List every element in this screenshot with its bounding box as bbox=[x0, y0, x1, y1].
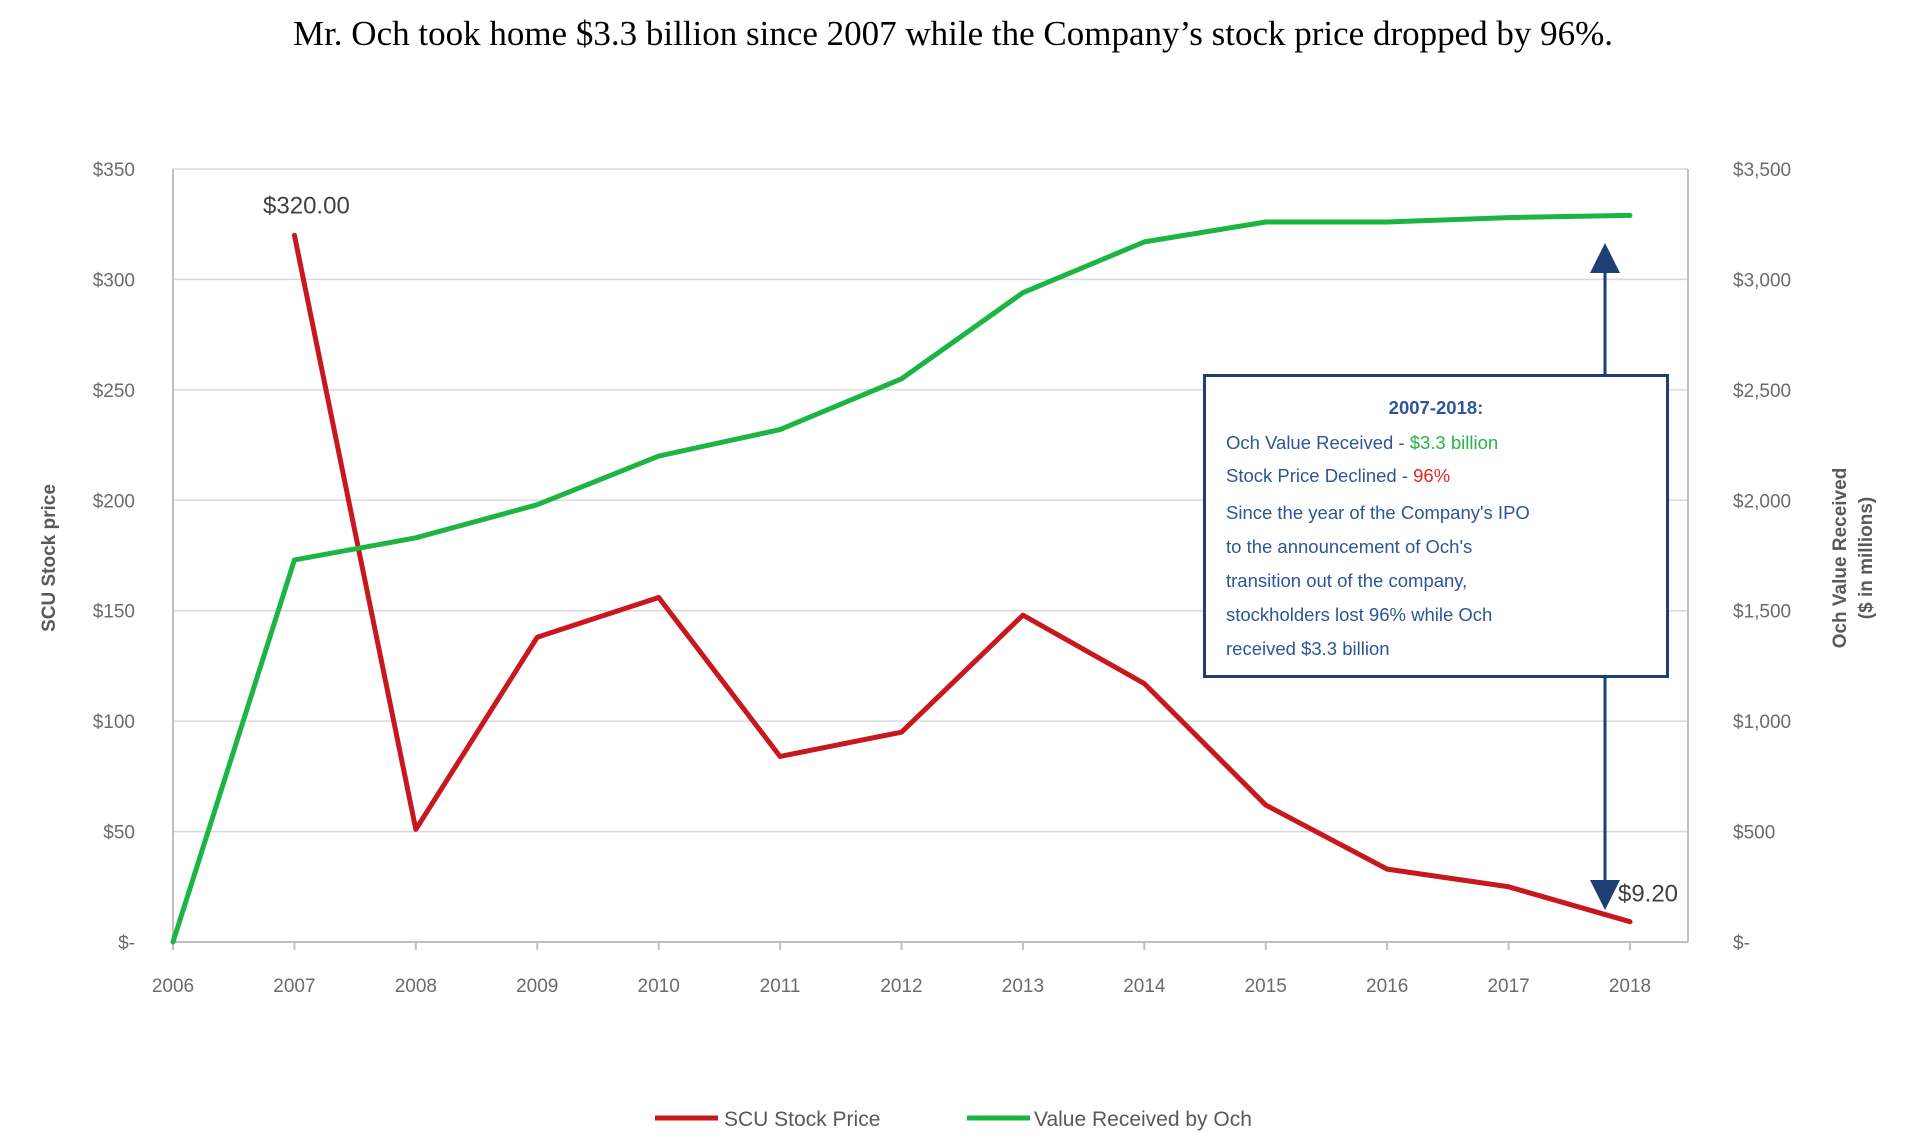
left-y-tick-label: $200 bbox=[93, 491, 135, 512]
right-y-tick-label: $2,000 bbox=[1733, 491, 1791, 512]
x-tick-label: 2011 bbox=[760, 976, 801, 997]
series-line-value-received bbox=[170, 212, 1633, 945]
right-y-tick-label: $1,000 bbox=[1733, 712, 1791, 733]
x-tick-label: 2007 bbox=[273, 976, 315, 997]
right-y-tick-label: $3,000 bbox=[1733, 270, 1791, 291]
legend-label-scu-stock-price: SCU Stock Price bbox=[724, 1108, 880, 1131]
right-y-tick-label: $3,500 bbox=[1733, 160, 1791, 181]
x-tick-label: 2009 bbox=[516, 976, 558, 997]
x-tick-label: 2017 bbox=[1487, 976, 1529, 997]
left-y-tick-label: $50 bbox=[103, 823, 135, 844]
left-axis-title: SCU Stock price bbox=[39, 484, 60, 632]
callout-body-line: stockholders lost 96% while Och bbox=[1226, 604, 1493, 625]
left-y-tick-label: $250 bbox=[93, 381, 135, 402]
x-tick-label: 2015 bbox=[1245, 976, 1287, 997]
right-axis-title-line1: Och Value Received bbox=[1830, 468, 1851, 649]
left-y-tick-labels: $- $50 $100 $150 $200 $250 $300 $350 bbox=[93, 160, 135, 954]
callout-body-line: transition out of the company, bbox=[1226, 570, 1468, 591]
right-y-tick-label: $500 bbox=[1733, 823, 1775, 844]
series-line-scu-stock-price bbox=[291, 232, 1633, 925]
page-headline: Mr. Och took home $3.3 billion since 200… bbox=[292, 14, 1614, 53]
left-y-tick-label: $350 bbox=[93, 160, 135, 181]
callout-line1-prefix: Och Value Received - bbox=[1226, 432, 1410, 453]
legend-label-value-received: Value Received by Och bbox=[1034, 1108, 1252, 1131]
x-tick-label: 2018 bbox=[1609, 976, 1651, 997]
left-y-tick-label: $- bbox=[118, 933, 135, 954]
data-labels: $320.00 $9.20 bbox=[263, 192, 1678, 907]
callout-line1-value: $3.3 billion bbox=[1409, 432, 1499, 453]
right-axis-title-line2: ($ in millions) bbox=[1856, 497, 1877, 619]
left-y-tick-label: $150 bbox=[93, 602, 135, 623]
left-y-tick-label: $100 bbox=[93, 712, 135, 733]
x-tick-label: 2016 bbox=[1366, 976, 1408, 997]
right-y-tick-label: $2,500 bbox=[1733, 381, 1791, 402]
summary-callout: 2007-2018: Och Value Received - $3.3 bil… bbox=[1203, 374, 1669, 678]
x-tick-label: 2013 bbox=[1002, 976, 1044, 997]
callout-title: 2007-2018: bbox=[1388, 397, 1484, 418]
left-y-tick-label: $300 bbox=[93, 270, 135, 291]
callout-body-line: Since the year of the Company's IPO bbox=[1226, 502, 1530, 523]
x-tick-label: 2012 bbox=[880, 976, 922, 997]
axes bbox=[172, 169, 1689, 950]
gridlines bbox=[173, 168, 1688, 833]
series-lines bbox=[170, 212, 1633, 945]
x-tick-label: 2006 bbox=[152, 976, 194, 997]
callout-body: Since the year of the Company's IPO to t… bbox=[1226, 496, 1646, 666]
callout-body-line: received $3.3 billion bbox=[1226, 638, 1390, 659]
data-label: $320.00 bbox=[263, 192, 350, 219]
callout-line2-prefix: Stock Price Declined - bbox=[1226, 465, 1414, 486]
right-y-tick-label: $1,500 bbox=[1733, 602, 1791, 623]
x-tick-label: 2010 bbox=[638, 976, 680, 997]
right-y-tick-label: $- bbox=[1733, 933, 1750, 954]
x-tick-labels: 2006 2007 2008 2009 2010 2011 2012 2013 2014 2015… bbox=[152, 976, 1651, 997]
callout-line2-value: 96% bbox=[1413, 465, 1451, 486]
legend: SCU Stock Price Value Received by Och bbox=[655, 1108, 1252, 1131]
x-tick-label: 2014 bbox=[1123, 976, 1166, 997]
right-y-tick-labels: $- $500 $1,000 $1,500 $2,000 $2,500 $3,000 $3,5… bbox=[1733, 160, 1791, 954]
callout-line-value-received: Och Value Received - $3.3 billion bbox=[1226, 426, 1646, 459]
callout-body-line: to the announcement of Och's bbox=[1226, 536, 1473, 557]
callout-line-price-declined: Stock Price Declined - 96% bbox=[1226, 459, 1646, 492]
x-tick-label: 2008 bbox=[395, 976, 437, 997]
data-label: $9.20 bbox=[1618, 881, 1678, 908]
